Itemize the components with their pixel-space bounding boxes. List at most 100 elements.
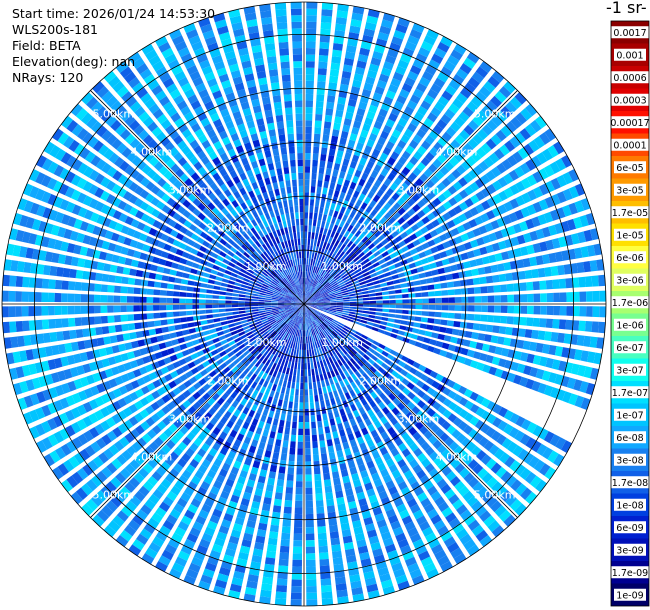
ray-gate [410, 182, 420, 192]
ray-gate [205, 453, 215, 463]
ray-gate [51, 252, 60, 264]
ray-gate [374, 456, 384, 466]
ray-gate [432, 390, 441, 400]
ray-gate [317, 326, 322, 333]
ray-gate [363, 82, 374, 92]
ray-gate [117, 364, 126, 374]
ray-gate [452, 523, 465, 535]
ray-gate [363, 403, 372, 412]
ray-gate [506, 316, 514, 325]
ray-gate [539, 241, 548, 252]
ray-gate [314, 266, 318, 274]
ray-gate [274, 326, 281, 332]
ray-gate [360, 346, 368, 354]
ray-gate [437, 267, 446, 275]
ray-gate [492, 274, 500, 283]
ray-gate [152, 344, 161, 352]
ray-gate [277, 358, 283, 366]
ray-gate [130, 340, 139, 349]
ray-gate [235, 324, 243, 330]
ray-gate [259, 312, 266, 316]
ray-gate [202, 347, 211, 354]
ray-gate [360, 469, 369, 479]
ray-gate [198, 337, 206, 344]
ray-gate [172, 190, 182, 200]
ray-gate [558, 319, 567, 330]
ray-gate [235, 205, 243, 214]
ray-gate [17, 397, 28, 411]
ray-gate [326, 286, 333, 291]
ray-gate [292, 415, 298, 422]
ray-gate [323, 306, 331, 308]
ray-gate [322, 413, 328, 421]
ray-gate [348, 313, 356, 318]
ray-gate [292, 342, 296, 349]
ray-gate [179, 226, 188, 235]
ray-gate [328, 377, 334, 385]
ray-gate [418, 272, 426, 279]
ray-gate [351, 154, 360, 163]
ray-gate [243, 340, 251, 346]
ray-gate [314, 327, 319, 334]
ray-gate [369, 300, 377, 304]
ray-gate [282, 315, 289, 321]
ray-gate [447, 541, 460, 554]
ray-gate [329, 260, 335, 267]
ray-gate [323, 372, 328, 380]
ray-gate [322, 466, 330, 474]
ray-gate [285, 307, 292, 310]
ray-gate [454, 116, 466, 128]
ray-gate [349, 181, 357, 190]
ray-gate [458, 329, 466, 337]
ray-gate [358, 101, 368, 110]
ray-gate [279, 552, 289, 560]
ray-gate [147, 475, 158, 487]
ray-gate [304, 238, 307, 245]
ray-gate [95, 437, 107, 450]
ray-gate [473, 248, 482, 257]
ray-gate [467, 459, 479, 470]
ray-gate [336, 10, 348, 19]
ray-gate [305, 316, 307, 324]
ray-gate [258, 297, 266, 300]
ray-gate [305, 159, 311, 167]
ray-gate [509, 184, 520, 196]
ray-gate [320, 153, 327, 162]
ray-gate [152, 488, 164, 500]
ray-gate [331, 339, 337, 347]
ray-gate [389, 252, 398, 259]
ray-gate [509, 136, 521, 148]
ray-gate [154, 351, 163, 360]
ray-gate [134, 185, 144, 196]
ray-gate [324, 114, 333, 123]
ray-gate [310, 315, 314, 322]
ray-gate [386, 234, 394, 242]
ray-gate [299, 310, 302, 317]
ray-gate [232, 423, 241, 433]
ray-gate [192, 208, 201, 217]
ray-gate [312, 272, 316, 280]
ray-gate [314, 292, 321, 297]
ray-gate [448, 297, 455, 303]
ray-gate [387, 549, 399, 560]
ray-gate [43, 453, 55, 467]
ray-gate [413, 150, 423, 161]
ray-gate [150, 185, 161, 195]
ray-gate [403, 363, 412, 372]
ray-gate [254, 285, 261, 290]
ray-gate [437, 95, 450, 107]
ray-gate [293, 315, 298, 321]
ray-gate [304, 330, 306, 337]
ray-gate [409, 29, 423, 40]
ray-gate [271, 362, 277, 370]
ray-gate [379, 383, 387, 392]
ray-gate [310, 302, 318, 304]
ray-gate [393, 422, 403, 431]
ray-gate [315, 310, 322, 314]
ray-gate [129, 138, 141, 149]
ray-gate [343, 255, 351, 262]
ray-gate [186, 286, 194, 292]
ray-gate [461, 305, 469, 312]
ray-gate [500, 251, 510, 261]
ray-gate [293, 287, 298, 293]
